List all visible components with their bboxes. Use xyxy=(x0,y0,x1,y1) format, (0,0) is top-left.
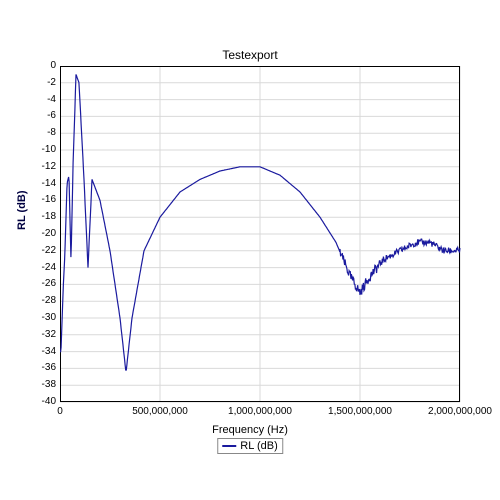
y-tick-label: -2 xyxy=(47,77,56,88)
y-tick-label: -32 xyxy=(42,329,56,340)
y-tick-label: -34 xyxy=(42,346,56,357)
y-tick-label: -26 xyxy=(42,278,56,289)
y-tick-label: -36 xyxy=(42,362,56,373)
y-tick-label: -20 xyxy=(42,228,56,239)
y-axis-label: RL (dB) xyxy=(16,190,28,230)
legend-line-icon xyxy=(222,445,236,447)
chart-plot xyxy=(60,66,462,404)
y-tick-label: -24 xyxy=(42,262,56,273)
y-tick-label: -18 xyxy=(42,211,56,222)
y-tick-label: -6 xyxy=(47,110,56,121)
y-tick-label: -8 xyxy=(47,127,56,138)
x-tick-label: 0 xyxy=(25,406,95,417)
y-tick-label: -12 xyxy=(42,161,56,172)
x-tick-label: 2,000,000,000 xyxy=(425,406,495,417)
chart-title: Testexport xyxy=(0,48,500,62)
y-tick-label: -14 xyxy=(42,178,56,189)
x-tick-label: 1,000,000,000 xyxy=(225,406,295,417)
y-tick-label: -38 xyxy=(42,379,56,390)
y-tick-label: -4 xyxy=(47,94,56,105)
y-tick-label: 0 xyxy=(50,60,56,71)
x-tick-label: 500,000,000 xyxy=(125,406,195,417)
legend: RL (dB) xyxy=(217,438,283,454)
x-axis-label: Frequency (Hz) xyxy=(0,424,500,436)
y-tick-label: -10 xyxy=(42,144,56,155)
y-tick-label: -16 xyxy=(42,194,56,205)
x-tick-label: 1,500,000,000 xyxy=(325,406,395,417)
y-tick-label: -22 xyxy=(42,245,56,256)
legend-label: RL (dB) xyxy=(240,440,278,452)
chart-container: Testexport RL (dB) Frequency (Hz) RL (dB… xyxy=(0,0,500,500)
y-tick-label: -30 xyxy=(42,312,56,323)
y-tick-label: -28 xyxy=(42,295,56,306)
